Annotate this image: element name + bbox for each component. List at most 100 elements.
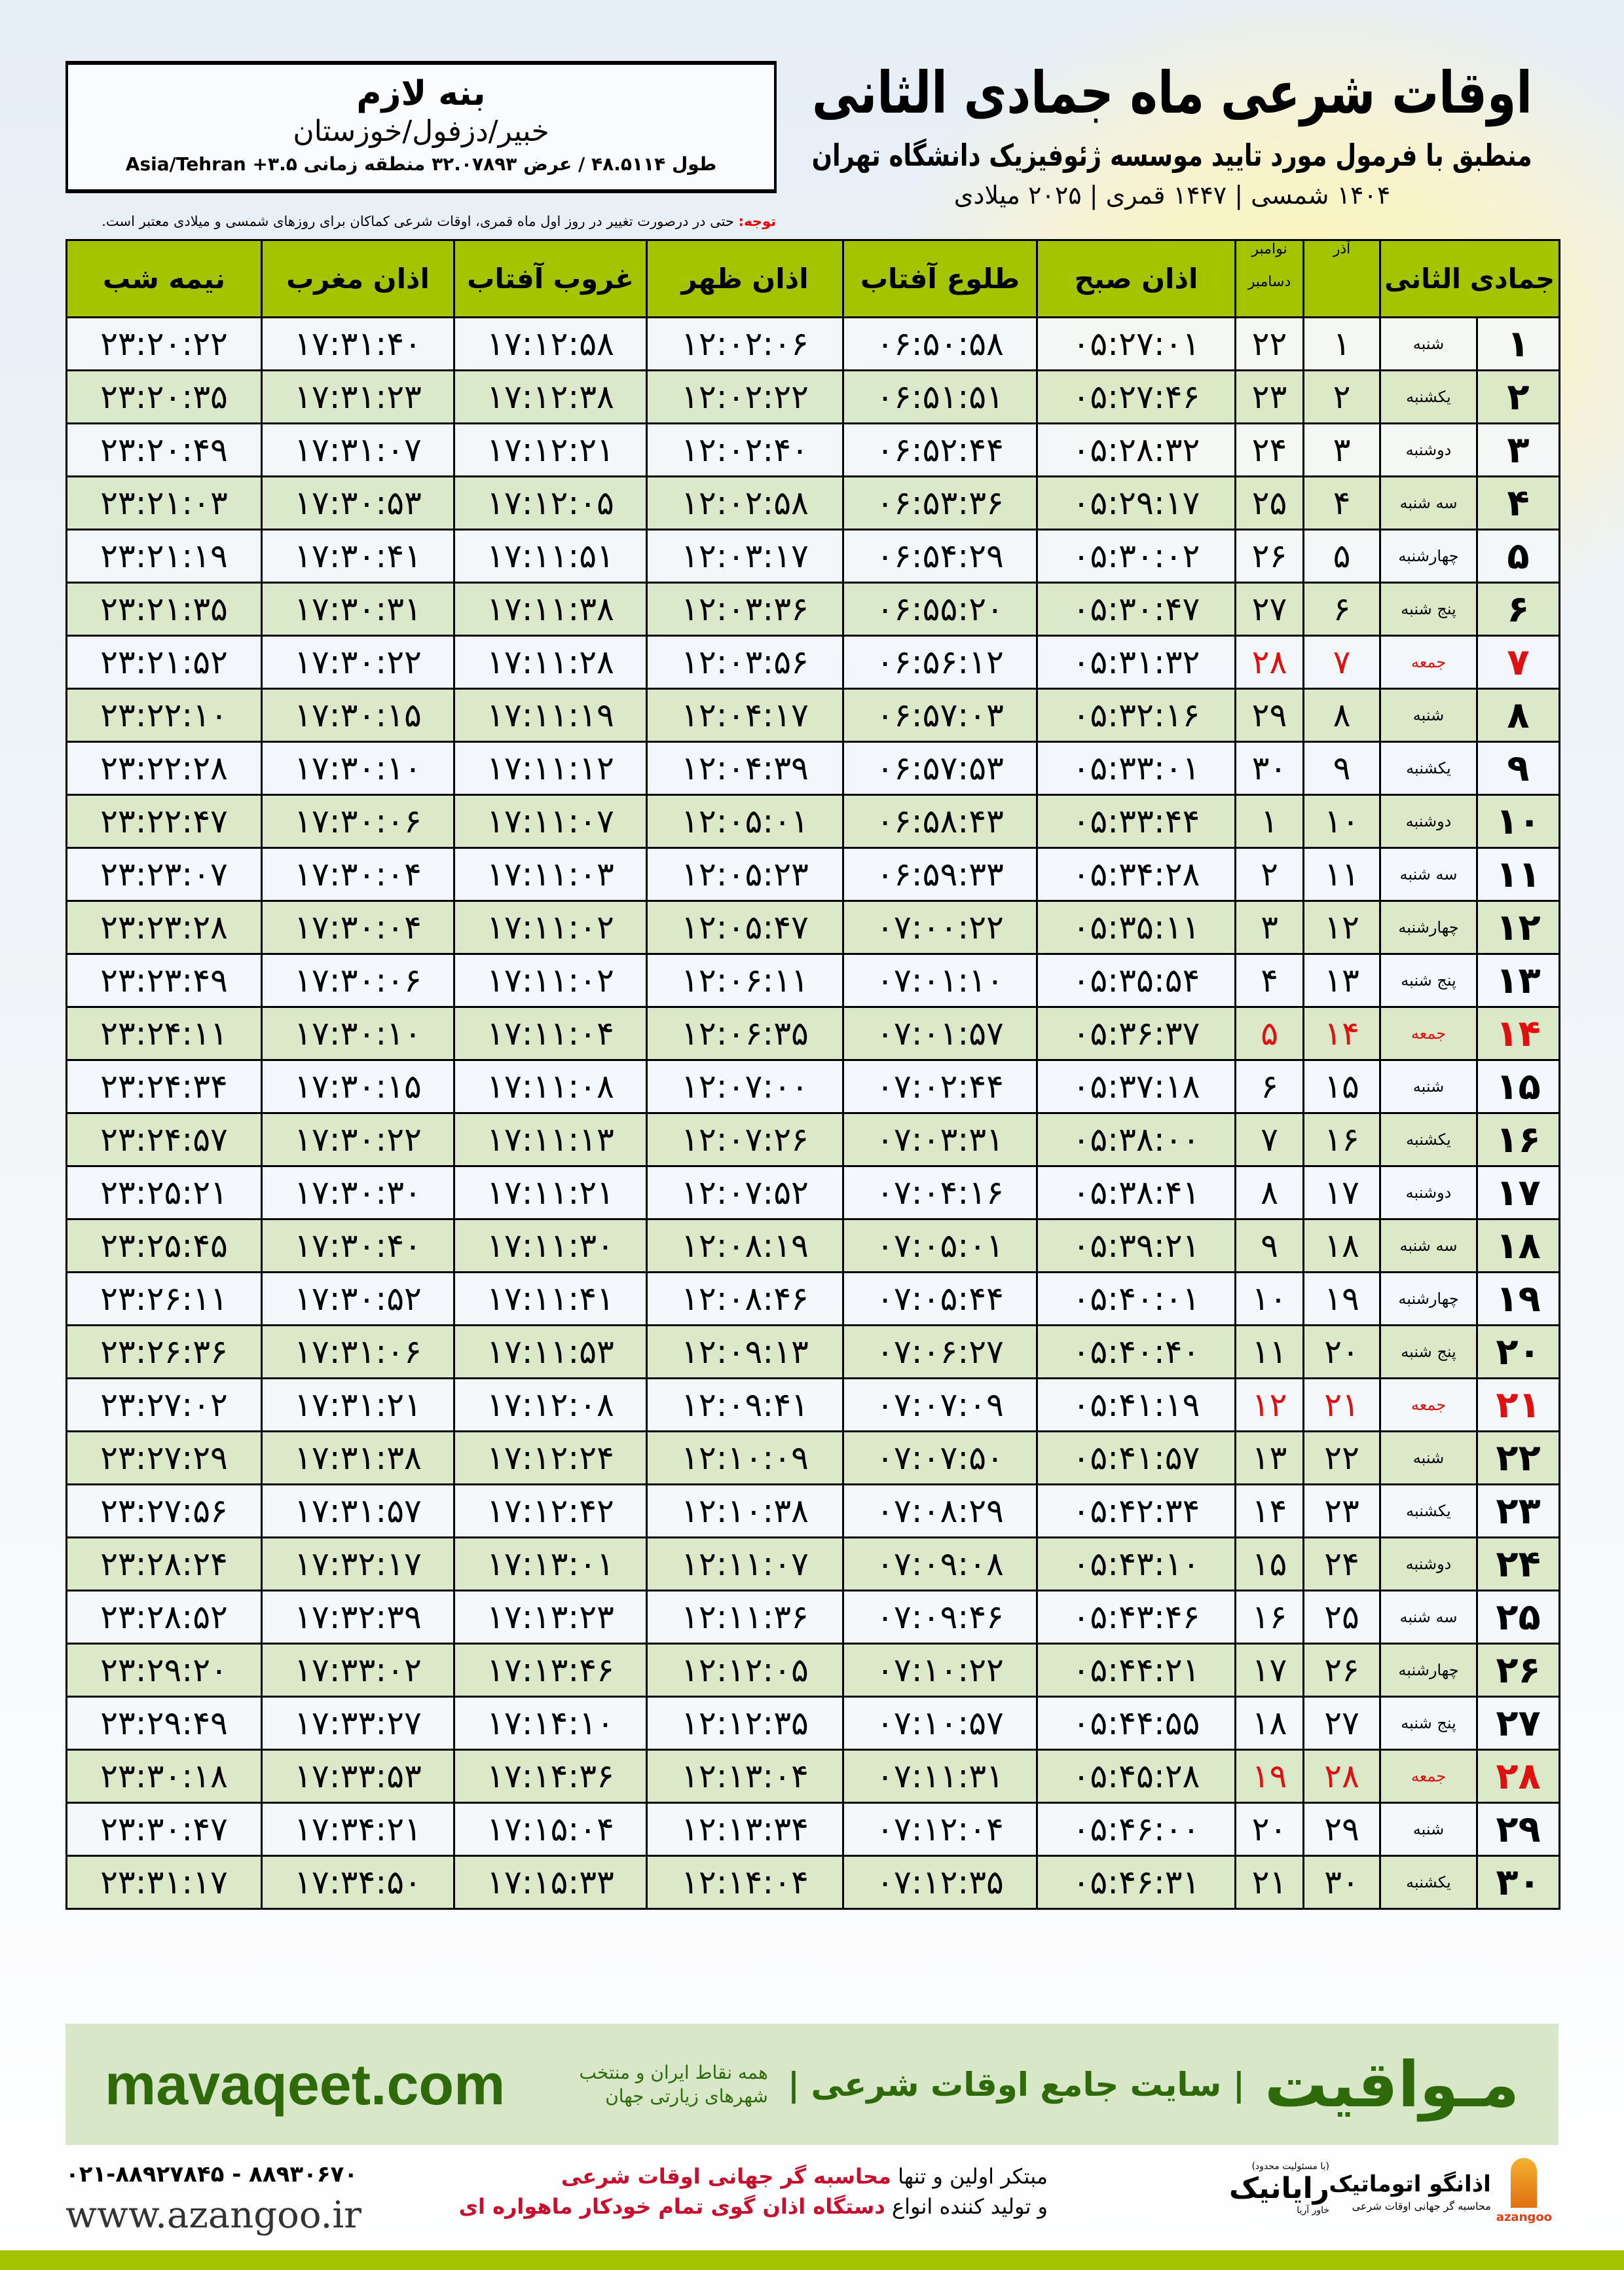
weekday: پنج شنبه xyxy=(1379,582,1478,637)
azar-date: ۲۳ xyxy=(1302,1483,1381,1538)
year-line-wrap: ۱۴۰۴ شمسی | ۱۴۴۷ قمری | ۲۰۲۵ میلادی xyxy=(877,181,1467,210)
location-coords: طول ۴۸.۵۱۱۴ / عرض ۳۲.۰۷۸۹۳ منطقه زمانی ۳… xyxy=(125,153,717,175)
header-nov: نوامبر xyxy=(1251,241,1287,258)
table-row: ۷ جمعه ۷ ۲۸ ۰۵:۳۱:۳۲ ۰۶:۵۶:۱۲ ۱۲:۰۳:۵۶ ۱۷:۱۱:۲۸… xyxy=(65,635,1560,690)
page-subtitle: منطبق با فرمول مورد تایید موسسه ژئوفیزیک… xyxy=(811,138,1532,173)
day-number: ۳ xyxy=(1476,422,1560,477)
sunset: ۱۷:۱۲:۰۸ xyxy=(453,1377,648,1432)
azar-date: ۱۲ xyxy=(1302,900,1381,955)
azan-zohr: ۱۲:۰۷:۰۰ xyxy=(646,1059,844,1114)
azar-date: ۴ xyxy=(1302,475,1381,530)
azan-sobh: ۰۵:۳۹:۲۱ xyxy=(1036,1218,1236,1273)
day-number: ۲۰ xyxy=(1476,1324,1560,1379)
azan-sobh: ۰۵:۴۱:۵۷ xyxy=(1036,1430,1236,1485)
azan-zohr: ۱۲:۰۵:۰۱ xyxy=(646,794,844,849)
azan-zohr: ۱۲:۱۱:۳۶ xyxy=(646,1590,844,1645)
weekday: یکشنبه xyxy=(1379,1483,1478,1538)
azan-maghrib: ۱۷:۳۳:۲۷ xyxy=(261,1696,455,1751)
midnight: ۲۳:۲۷:۵۶ xyxy=(65,1483,263,1538)
azan-maghrib: ۱۷:۳۱:۰۷ xyxy=(261,422,455,477)
sunrise: ۰۷:۰۵:۰۱ xyxy=(842,1218,1038,1273)
gregorian-date: ۲ xyxy=(1234,847,1304,902)
day-number: ۱۷ xyxy=(1476,1165,1560,1220)
sunrise: ۰۷:۰۵:۴۴ xyxy=(842,1271,1038,1326)
rayanik-logo: (با مسئولیت محدود) رایانیک خاور آریا xyxy=(1094,2161,1329,2216)
azan-sobh: ۰۵:۴۱:۱۹ xyxy=(1036,1377,1236,1432)
azan-zohr: ۱۲:۱۰:۰۹ xyxy=(646,1430,844,1485)
day-number: ۲۸ xyxy=(1476,1749,1560,1804)
azan-sobh: ۰۵:۲۸:۳۲ xyxy=(1036,422,1236,477)
gregorian-date: ۲۴ xyxy=(1234,422,1304,477)
day-number: ۵ xyxy=(1476,529,1560,584)
azar-date: ۲۹ xyxy=(1302,1802,1381,1857)
azan-maghrib: ۱۷:۳۰:۱۰ xyxy=(261,1006,455,1061)
table-row: ۸ شنبه ۸ ۲۹ ۰۵:۳۲:۱۶ ۰۶:۵۷:۰۳ ۱۲:۰۴:۱۷ ۱۷:۱۱:۱۹… xyxy=(65,688,1560,743)
sunset: ۱۷:۱۱:۰۴ xyxy=(453,1006,648,1061)
sunset: ۱۷:۱۱:۳۸ xyxy=(453,582,648,637)
azan-sobh: ۰۵:۲۷:۴۶ xyxy=(1036,369,1236,424)
azan-maghrib: ۱۷:۳۳:۰۲ xyxy=(261,1643,455,1698)
azan-maghrib: ۱۷:۳۴:۵۰ xyxy=(261,1855,455,1910)
sunset: ۱۷:۱۱:۲۸ xyxy=(453,635,648,690)
azan-maghrib: ۱۷:۳۱:۴۰ xyxy=(261,316,455,371)
day-number: ۱ xyxy=(1476,316,1560,371)
day-number: ۲۵ xyxy=(1476,1590,1560,1645)
gregorian-date: ۵ xyxy=(1234,1006,1304,1061)
gregorian-date: ۲۲ xyxy=(1234,316,1304,371)
header-dec: دسامبر xyxy=(1247,274,1291,290)
sunrise: ۰۶:۵۹:۳۳ xyxy=(842,847,1038,902)
sunrise: ۰۶:۵۷:۰۳ xyxy=(842,688,1038,743)
azan-sobh: ۰۵:۳۰:۴۷ xyxy=(1036,582,1236,637)
sunrise: ۰۶:۵۳:۳۶ xyxy=(842,475,1038,530)
day-number: ۲۶ xyxy=(1476,1643,1560,1698)
azan-maghrib: ۱۷:۳۰:۵۳ xyxy=(261,475,455,530)
azan-maghrib: ۱۷:۳۰:۰۶ xyxy=(261,953,455,1008)
mavaqeet-link[interactable]: mavaqeet.com xyxy=(105,2051,506,2117)
bottom-strip xyxy=(0,2250,1624,2270)
note-text: حتی در درصورت تغییر در روز اول ماه قمری،… xyxy=(101,214,739,229)
azangoo-link[interactable]: www.azangoo.ir xyxy=(65,2194,362,2237)
sunset: ۱۷:۱۴:۱۰ xyxy=(453,1696,648,1751)
midnight: ۲۳:۲۱:۰۳ xyxy=(65,475,263,530)
sunrise: ۰۷:۰۱:۱۰ xyxy=(842,953,1038,1008)
table-row: ۲۵ سه شنبه ۲۵ ۱۶ ۰۵:۴۳:۴۶ ۰۷:۰۹:۴۶ ۱۲:۱۱:۳۶ ۱۷:… xyxy=(65,1590,1560,1645)
gregorian-date: ۱ xyxy=(1234,794,1304,849)
gregorian-date: ۴ xyxy=(1234,953,1304,1008)
gregorian-date: ۳ xyxy=(1234,900,1304,955)
azar-date: ۱۳ xyxy=(1302,953,1381,1008)
sunrise: ۰۶:۵۷:۵۳ xyxy=(842,741,1038,796)
azan-sobh: ۰۵:۴۳:۱۰ xyxy=(1036,1536,1236,1591)
sunset: ۱۷:۱۴:۳۶ xyxy=(453,1749,648,1804)
azan-maghrib: ۱۷:۳۰:۱۵ xyxy=(261,1059,455,1114)
azan-sobh: ۰۵:۴۶:۳۱ xyxy=(1036,1855,1236,1910)
azan-maghrib: ۱۷:۳۰:۳۰ xyxy=(261,1165,455,1220)
gregorian-date: ۸ xyxy=(1234,1165,1304,1220)
year-line: ۱۴۰۴ شمسی | ۱۴۴۷ قمری | ۲۰۲۵ میلادی xyxy=(953,181,1391,210)
gregorian-date: ۱۰ xyxy=(1234,1271,1304,1326)
header-month-cell: جمادی الثانی xyxy=(1379,239,1560,318)
azan-sobh: ۰۵:۳۳:۴۴ xyxy=(1036,794,1236,849)
gregorian-date: ۱۴ xyxy=(1234,1483,1304,1538)
azan-maghrib: ۱۷:۳۱:۲۳ xyxy=(261,369,455,424)
table-row: ۱ شنبه ۱ ۲۲ ۰۵:۲۷:۰۱ ۰۶:۵۰:۵۸ ۱۲:۰۲:۰۶ ۱۷:۱۲:۵۸… xyxy=(65,316,1560,371)
sunrise: ۰۶:۵۰:۵۸ xyxy=(842,316,1038,371)
header-ghorub-cell: غروب آفتاب xyxy=(453,239,648,318)
gregorian-date: ۲۷ xyxy=(1234,582,1304,637)
azan-maghrib: ۱۷:۳۰:۲۲ xyxy=(261,635,455,690)
promo-2b: دستگاه اذان گوی تمام خودکار ماهواره ای xyxy=(458,2194,885,2219)
azan-zohr: ۱۲:۰۲:۴۰ xyxy=(646,422,844,477)
azan-zohr: ۱۲:۱۲:۳۵ xyxy=(646,1696,844,1751)
azangoo-logo: azangoo اذانگو اتوماتیک محاسبه گر جهانی … xyxy=(1329,2158,1552,2237)
table-row: ۹ یکشنبه ۹ ۳۰ ۰۵:۳۳:۰۱ ۰۶:۵۷:۵۳ ۱۲:۰۴:۳۹ ۱۷:۱۱:… xyxy=(65,741,1560,796)
sunrise: ۰۶:۵۵:۲۰ xyxy=(842,582,1038,637)
weekday: یکشنبه xyxy=(1379,1855,1478,1910)
table-row: ۲۰ پنج شنبه ۲۰ ۱۱ ۰۵:۴۰:۴۰ ۰۷:۰۶:۲۷ ۱۲:۰۹:۱۳ ۱۷… xyxy=(65,1324,1560,1379)
azan-zohr: ۱۲:۰۳:۵۶ xyxy=(646,635,844,690)
weekday: جمعه xyxy=(1379,1749,1478,1804)
weekday: سه شنبه xyxy=(1379,475,1478,530)
table-header-row: جمادی الثانی آذر نوامبر دسامبر اذان صبح ط… xyxy=(65,239,1560,318)
gregorian-date: ۱۳ xyxy=(1234,1430,1304,1485)
azar-date: ۲۱ xyxy=(1302,1377,1381,1432)
midnight: ۲۳:۲۶:۱۱ xyxy=(65,1271,263,1326)
weekday: جمعه xyxy=(1379,635,1478,690)
